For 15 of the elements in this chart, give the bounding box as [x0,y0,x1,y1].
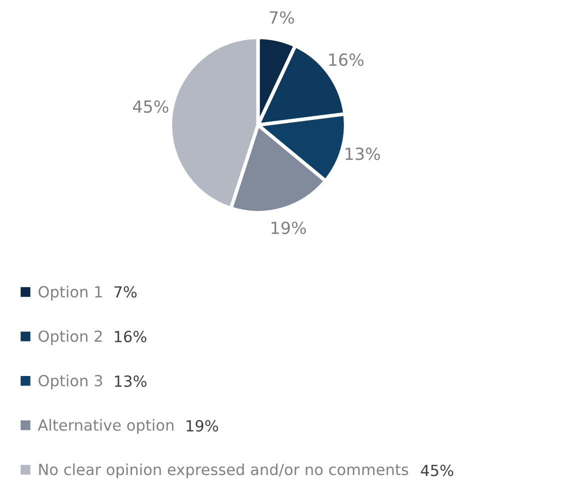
data-label: 45% [132,100,168,113]
legend-label: Option 3 [38,374,102,390]
text: 13% [115,375,146,387]
text: 7% [114,286,137,298]
legend-label: Option 2 [38,330,102,345]
data-label: 13% [346,148,380,160]
legend-label: Alternative option [38,419,174,434]
text: 45% [420,464,454,476]
data-label: 19% [272,222,306,234]
text: 16% [114,330,146,342]
legend-label: Option 1 [38,286,102,301]
legend-label: No clear opinion expressed and/or no comments [39,463,408,478]
data-label: 7% [270,11,294,24]
text: 19% [186,420,218,432]
data-label: 16% [329,53,364,66]
